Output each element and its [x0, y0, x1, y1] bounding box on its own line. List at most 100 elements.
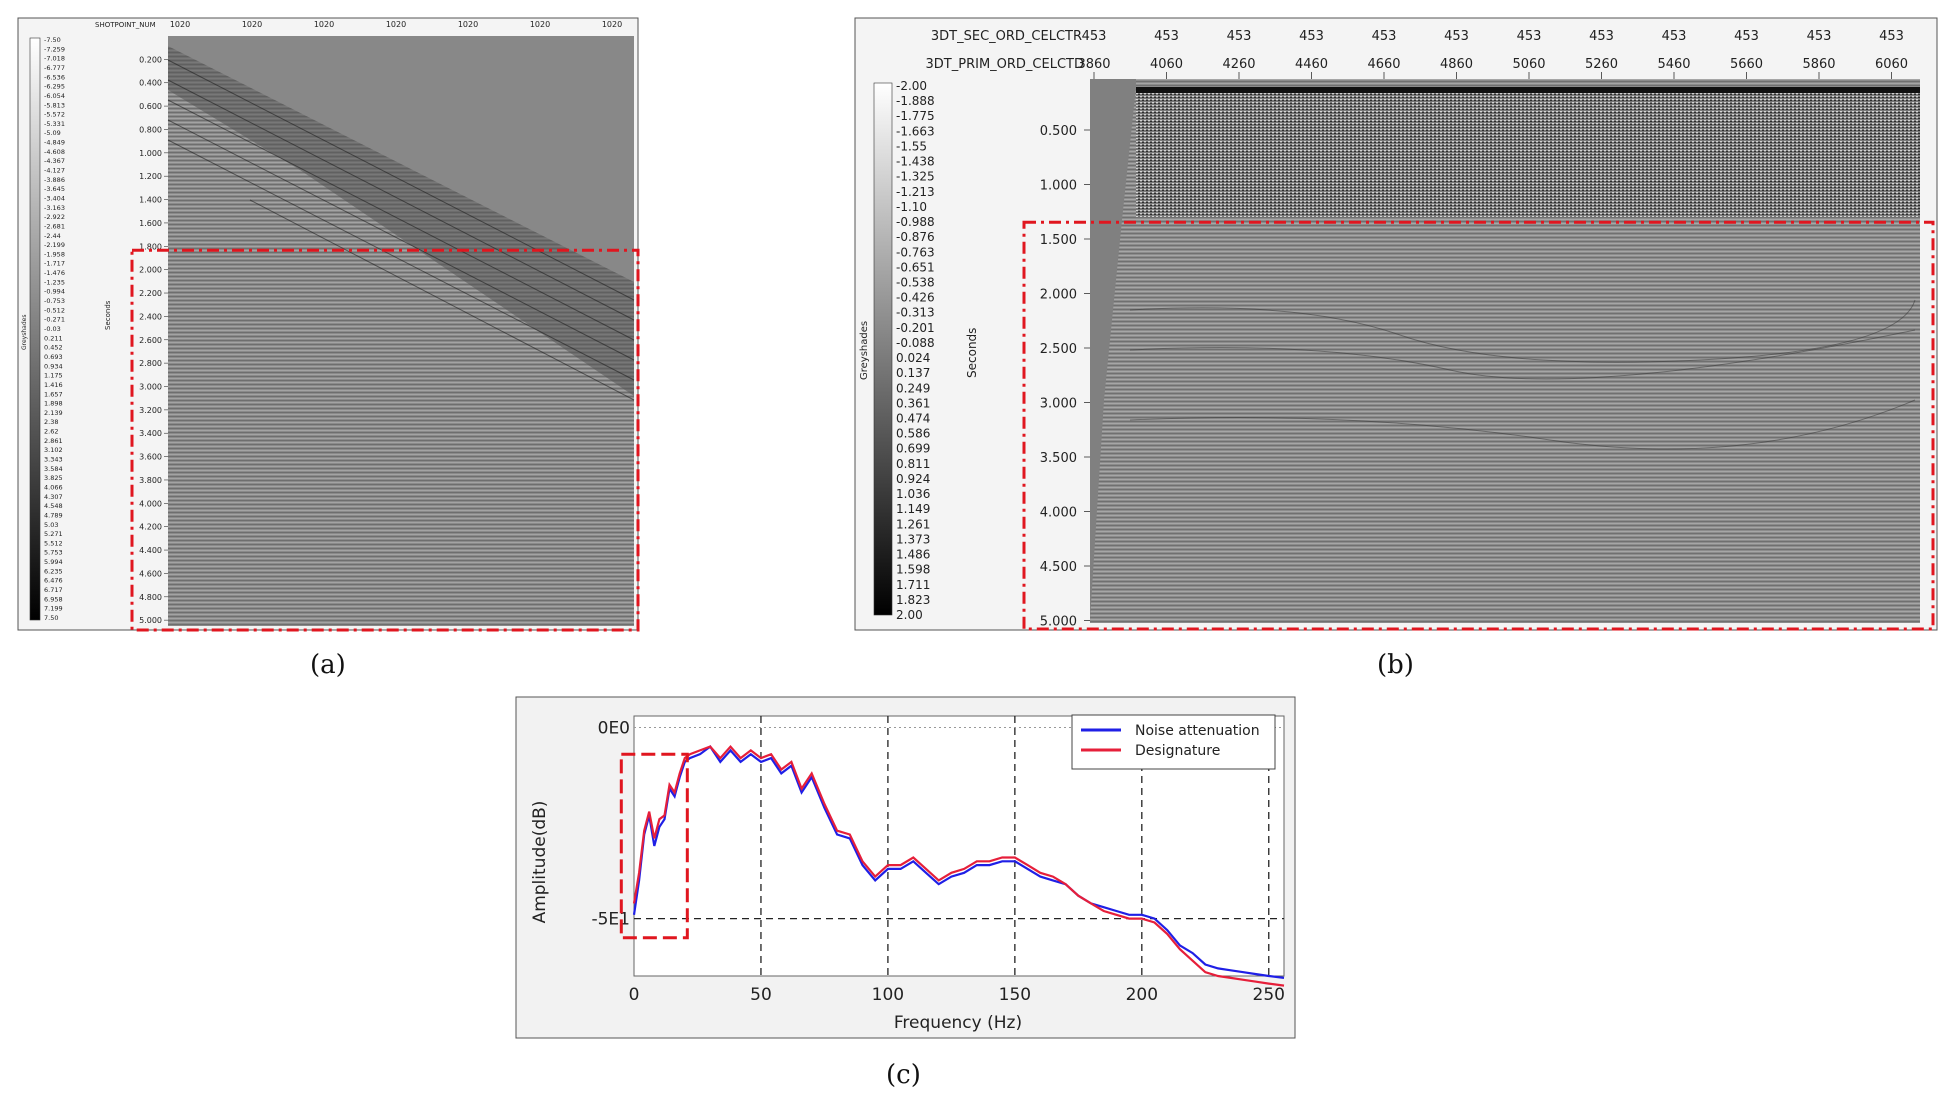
panel-b-colorbar	[873, 82, 893, 616]
panel-b-highlight-box	[1022, 220, 1935, 631]
colorbar-b-value: 0.361	[896, 396, 930, 410]
prim-tick-label: 4460	[1295, 57, 1328, 72]
panel-b-colorbar-label: Greyshades	[859, 321, 870, 380]
y-tick-label: 3.200	[139, 406, 162, 415]
y-tick-label: 2.600	[139, 336, 162, 345]
y-tick-label: 2.500	[1040, 342, 1077, 357]
colorbar-a-value: 5.271	[44, 530, 63, 538]
colorbar-a-value: -5.331	[44, 120, 65, 128]
colorbar-a-value: -4.849	[44, 139, 65, 147]
panel-a-top-axis-label: SHOTPOINT_NUM	[95, 21, 156, 29]
panel-b-shallow-band	[1136, 87, 1920, 93]
prim-tick-label: 4060	[1150, 57, 1183, 72]
panel-c-y-axis-label: Amplitude(dB)	[530, 801, 550, 924]
panel-b-y-ticks: 0.500 1.000 1.500 2.000 2.500 3.000 3.500 4.000…	[1040, 124, 1090, 630]
colorbar-a-value: -2.922	[44, 213, 65, 221]
y-tick-label: 3.400	[139, 429, 162, 438]
panel-a-colorbar-label: Greyshades	[21, 315, 28, 350]
y-tick-label: 0.600	[139, 102, 162, 111]
top-tick-label: 1020	[314, 20, 334, 29]
sec-tick-label: 453	[1372, 29, 1397, 44]
panel-c-x-ticks: 0 50 100 150 200 250	[629, 985, 1285, 1005]
prim-tick-label: 4860	[1440, 57, 1473, 72]
sec-tick-label: 453	[1299, 29, 1324, 44]
colorbar-a-value: 1.416	[44, 381, 63, 389]
panel-b-prim-ticks: 3860 4060 4260 4460 4660 4860 5060 5260 5460 5660…	[1077, 57, 1908, 79]
panel-a-mute-zone	[168, 36, 634, 282]
colorbar-b-value: 0.699	[896, 442, 930, 456]
colorbar-b-value: -0.426	[896, 291, 935, 305]
sec-tick-label: 453	[1154, 29, 1179, 44]
colorbar-b-value: 1.711	[896, 578, 930, 592]
colorbar-a-value: 6.958	[44, 595, 63, 603]
panel-b-sec-axis-label: 3DT_SEC_ORD_CELCTR	[931, 29, 1082, 44]
y-tick-label: 1.000	[139, 149, 162, 158]
panel-a-top-ticks: 1020 1020 1020 1020 1020 1020 1020	[170, 20, 622, 29]
y-tick-label: 1.000	[1040, 179, 1077, 194]
panel-b-caption: (b)	[1377, 650, 1414, 680]
panel-b-no-data-wedge	[1090, 79, 1136, 620]
colorbar-a-value: -6.295	[44, 83, 65, 91]
colorbar-a-value: 7.50	[44, 614, 58, 622]
colorbar-a-value: -7.018	[44, 55, 65, 63]
colorbar-a-value: 6.235	[44, 567, 63, 575]
colorbar-a-value: -3.163	[44, 204, 65, 212]
y-tick-label: 2.400	[139, 312, 162, 321]
panel-a-colorbar	[29, 37, 41, 621]
y-tick-label: 0.200	[139, 55, 162, 64]
prim-tick-label: 5860	[1802, 57, 1835, 72]
colorbar-a-value: 1.175	[44, 372, 63, 380]
y-tick-label: 4.600	[139, 569, 162, 578]
y-tick-label: 5.000	[139, 616, 162, 625]
colorbar-b-value: -1.438	[896, 155, 935, 169]
panel-a-y-axis-label: Seconds	[104, 300, 112, 330]
colorbar-a-value: -1.476	[44, 269, 65, 277]
prim-tick-label: 5460	[1657, 57, 1690, 72]
y-tick-label: 3.600	[139, 453, 162, 462]
y-tick-label: 3.000	[139, 382, 162, 391]
panel-b: 3DT_SEC_ORD_CELCTR 3DT_PRIM_ORD_CELCTD 4…	[854, 17, 1938, 680]
y-tick-label: 5.000	[1040, 615, 1077, 630]
x-tick-label: 250	[1253, 985, 1285, 1005]
colorbar-a-value: -3.404	[44, 194, 65, 202]
sec-tick-label: 453	[1589, 29, 1614, 44]
y-tick-label: 4.800	[139, 593, 162, 602]
colorbar-b-value: 0.474	[896, 412, 930, 426]
prim-tick-label: 6060	[1875, 57, 1908, 72]
colorbar-b-value: -1.663	[896, 124, 935, 138]
panel-b-colorbar-labels: -2.00-1.888-1.775-1.663-1.55 -1.438-1.325…	[896, 79, 935, 622]
x-tick-label: 50	[750, 985, 772, 1005]
colorbar-a-value: 3.825	[44, 474, 63, 482]
sec-tick-label: 453	[1879, 29, 1904, 44]
colorbar-b-value: 0.811	[896, 457, 930, 471]
colorbar-a-value: 4.548	[44, 502, 63, 510]
colorbar-a-value: -7.259	[44, 45, 65, 53]
colorbar-a-value: 5.753	[44, 549, 63, 557]
colorbar-a-value: 4.307	[44, 493, 63, 501]
prim-tick-label: 5260	[1585, 57, 1618, 72]
y-tick-label: 4.400	[139, 546, 162, 555]
colorbar-a-value: -1.958	[44, 250, 65, 258]
panel-b-sec-ticks: 453 453 453 453 453 453 453 453 453 453 453 453	[1082, 29, 1904, 44]
colorbar-a-value: -2.44	[44, 232, 61, 240]
colorbar-a-value: 6.717	[44, 586, 63, 594]
y-tick-label: 0.500	[1040, 124, 1077, 139]
panel-a: -7.50-7.259 -7.018-6.777-6.536 -6.295-6.05…	[17, 17, 640, 680]
colorbar-a-value: -0.512	[44, 306, 65, 314]
colorbar-b-value: 1.149	[896, 502, 930, 516]
y-tick-label: 3.800	[139, 476, 162, 485]
colorbar-b-value: -0.876	[896, 230, 935, 244]
y-tick-label: 1.200	[139, 172, 162, 181]
colorbar-a-value: -1.717	[44, 260, 65, 268]
colorbar-a-value: 3.102	[44, 446, 63, 454]
legend-label-noise-attenuation: Noise attenuation	[1135, 723, 1260, 739]
colorbar-a-value: -0.03	[44, 325, 61, 333]
colorbar-a-value: 1.898	[44, 400, 63, 408]
panel-a-caption: (a)	[310, 650, 346, 680]
y-tick-label: -5E1	[591, 910, 630, 930]
top-tick-label: 1020	[386, 20, 406, 29]
panel-c-x-axis-label: Frequency (Hz)	[894, 1013, 1022, 1033]
x-tick-label: 150	[999, 985, 1031, 1005]
colorbar-b-value: -0.651	[896, 260, 935, 274]
panel-b-reflector-lines	[1129, 299, 1916, 450]
